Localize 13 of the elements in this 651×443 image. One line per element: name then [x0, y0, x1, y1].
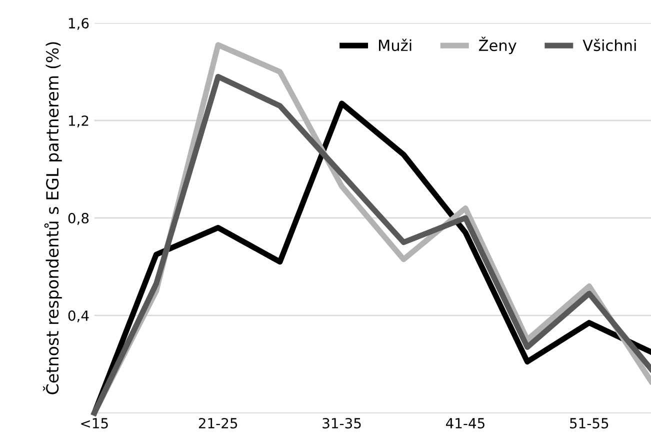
x-tick-label: 21-25 — [198, 418, 238, 428]
y-tick-label: 1,2 — [68, 115, 88, 128]
x-tick-label: <15 — [81, 418, 108, 428]
y-tick-label: 1,6 — [68, 18, 89, 30]
y-tick-label: 0,4 — [68, 310, 89, 322]
y-tick-label: 0,8 — [68, 212, 89, 225]
y-axis-title: Četnost respondentů s EGL partnerem (%) — [42, 42, 62, 394]
legend-label: Ženy — [478, 36, 516, 54]
legend-label: Muži — [378, 38, 412, 52]
x-tick-label: 41-45 — [446, 418, 484, 428]
x-tick-label: 31-35 — [322, 418, 361, 428]
legend-label: Všichni — [582, 38, 636, 52]
x-tick-label: 51-55 — [570, 418, 608, 428]
